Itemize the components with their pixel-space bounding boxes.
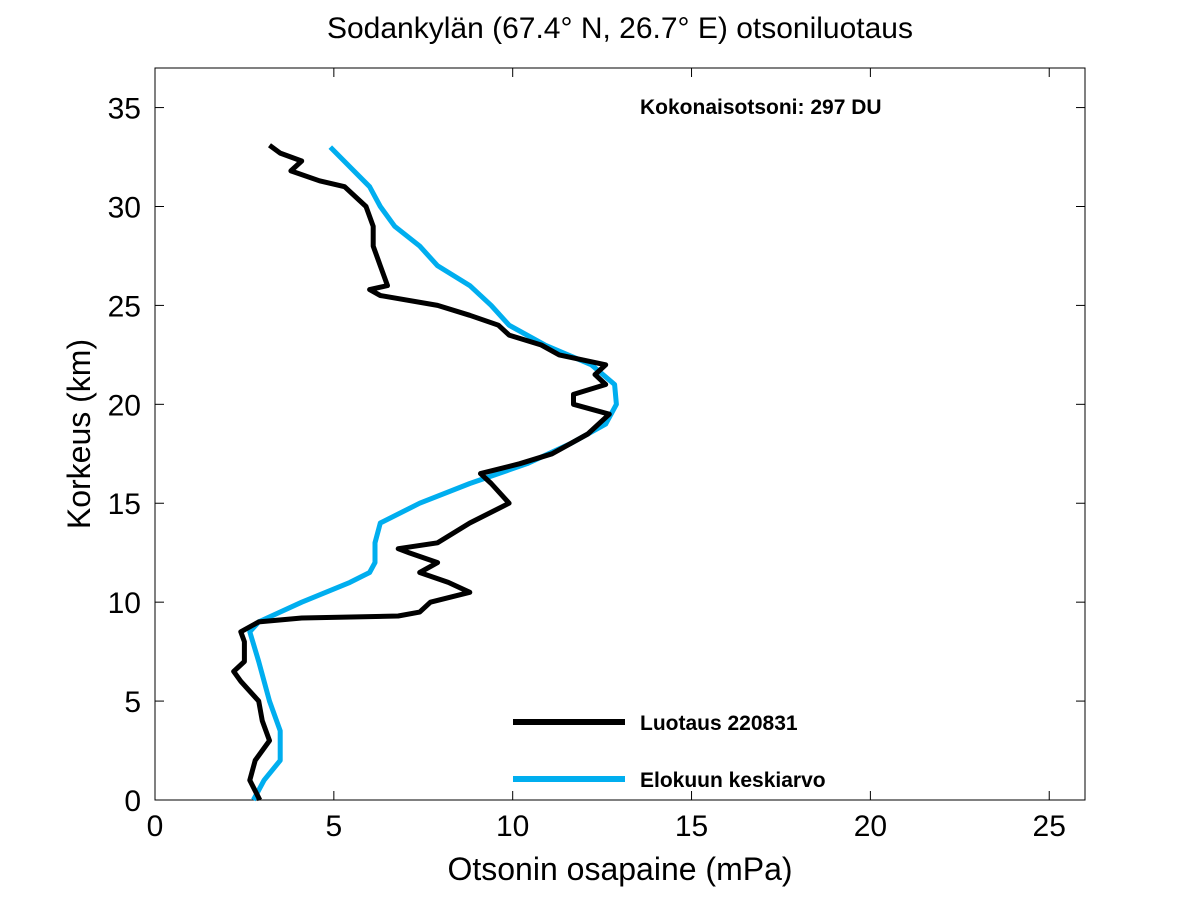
- legend-label-sounding: Luotaus 220831: [640, 712, 798, 735]
- x-tick-label: 0: [147, 810, 164, 843]
- y-tick-label: 15: [108, 488, 141, 521]
- x-tick-label: 10: [496, 810, 529, 843]
- x-tick-label: 5: [326, 810, 343, 843]
- legend: Luotaus 220831 Elokuun keskiarvo: [513, 712, 826, 792]
- series-line-sounding: [231, 143, 612, 802]
- chart-title: Sodankylän (67.4° N, 26.7° E) otsoniluot…: [327, 12, 913, 45]
- y-tick-label: 35: [108, 93, 141, 126]
- y-tick-label: 0: [124, 785, 141, 818]
- y-tick-label: 20: [108, 389, 141, 422]
- y-axis-label: Korkeus (km): [61, 339, 97, 529]
- y-tick-label: 30: [108, 191, 141, 224]
- x-axis-label: Otsonin osapaine (mPa): [447, 851, 792, 887]
- plot-area: [154, 67, 1086, 801]
- x-tick-label: 15: [675, 810, 708, 843]
- y-tick-label: 5: [124, 686, 141, 719]
- x-tick-label: 20: [854, 810, 887, 843]
- legend-label-mean: Elokuun keskiarvo: [640, 769, 826, 792]
- total-ozone-annotation: Kokonaisotsoni: 297 DU: [640, 96, 882, 119]
- y-tick-label: 10: [108, 587, 141, 620]
- x-tick-label: 25: [1033, 810, 1066, 843]
- y-tick-label: 25: [108, 290, 141, 323]
